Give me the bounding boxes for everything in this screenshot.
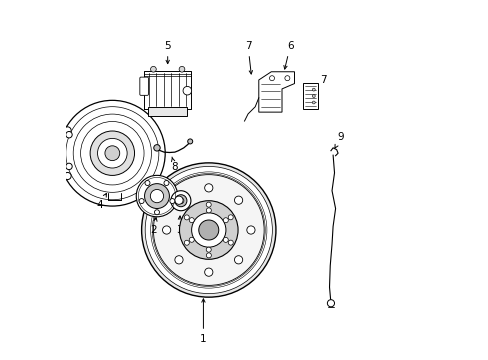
Circle shape	[175, 256, 183, 264]
Circle shape	[136, 175, 177, 217]
Circle shape	[169, 199, 175, 203]
Circle shape	[183, 86, 191, 95]
Circle shape	[228, 215, 233, 220]
Text: 1: 1	[200, 299, 206, 344]
Circle shape	[234, 256, 242, 264]
Text: 7: 7	[244, 41, 252, 74]
Circle shape	[139, 199, 144, 203]
Circle shape	[312, 95, 315, 98]
Circle shape	[206, 247, 211, 252]
Polygon shape	[144, 71, 190, 109]
Text: 8: 8	[171, 157, 178, 172]
Text: 5: 5	[164, 41, 171, 64]
Circle shape	[179, 201, 238, 259]
Circle shape	[171, 191, 190, 211]
Text: 9: 9	[334, 132, 344, 148]
Circle shape	[269, 76, 274, 81]
Circle shape	[184, 215, 189, 220]
Circle shape	[60, 100, 165, 206]
Text: 4: 4	[96, 193, 106, 210]
Circle shape	[97, 138, 127, 168]
Circle shape	[198, 220, 218, 240]
Circle shape	[189, 218, 194, 222]
Circle shape	[234, 196, 242, 204]
Circle shape	[223, 237, 228, 242]
Circle shape	[206, 253, 211, 258]
Circle shape	[228, 240, 233, 245]
Text: 3: 3	[176, 216, 183, 235]
Circle shape	[163, 180, 169, 185]
Polygon shape	[258, 72, 294, 112]
Circle shape	[184, 240, 189, 245]
Circle shape	[204, 184, 212, 192]
Circle shape	[65, 131, 72, 138]
Circle shape	[64, 127, 71, 134]
Circle shape	[285, 76, 289, 81]
Circle shape	[312, 88, 315, 91]
Text: 2: 2	[150, 218, 157, 235]
Circle shape	[326, 300, 334, 307]
Circle shape	[187, 139, 192, 144]
Circle shape	[105, 146, 120, 161]
Circle shape	[145, 166, 272, 294]
Circle shape	[153, 145, 160, 151]
Text: 6: 6	[283, 41, 293, 69]
Circle shape	[206, 202, 211, 207]
Circle shape	[150, 189, 163, 203]
Circle shape	[223, 218, 228, 223]
Circle shape	[154, 210, 159, 215]
Circle shape	[312, 101, 315, 104]
Circle shape	[206, 208, 211, 213]
FancyBboxPatch shape	[148, 107, 187, 116]
FancyBboxPatch shape	[303, 83, 317, 109]
Circle shape	[175, 196, 183, 204]
Circle shape	[175, 195, 186, 207]
Circle shape	[150, 66, 156, 72]
Circle shape	[178, 198, 183, 204]
Circle shape	[162, 226, 170, 234]
Circle shape	[64, 172, 71, 180]
Text: 7: 7	[314, 75, 325, 87]
Circle shape	[144, 180, 150, 185]
Circle shape	[142, 163, 275, 297]
Circle shape	[189, 237, 194, 242]
Circle shape	[179, 66, 184, 72]
FancyBboxPatch shape	[140, 77, 148, 95]
Circle shape	[65, 163, 72, 170]
Circle shape	[246, 226, 255, 234]
Circle shape	[90, 131, 134, 175]
Circle shape	[144, 184, 169, 208]
Circle shape	[153, 175, 264, 285]
Circle shape	[191, 213, 225, 247]
Circle shape	[204, 268, 212, 276]
